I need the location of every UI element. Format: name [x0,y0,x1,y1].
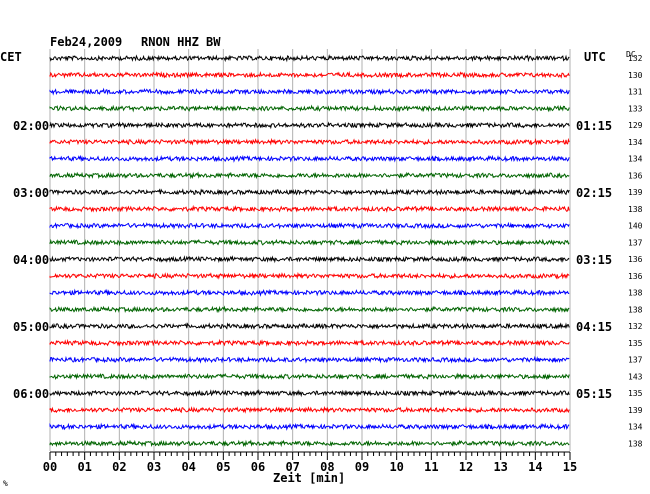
trace-row-16 [49,305,570,314]
dc-value: 143 [628,372,643,381]
dc-value: 136 [628,171,643,180]
dc-value: 132 [628,54,643,63]
x-tick-label: 12 [459,460,473,474]
x-tick-label: 14 [528,460,542,474]
dc-value: 131 [628,88,643,97]
dc-value: 138 [628,439,643,448]
x-axis-label: Zeit [min] [273,471,345,485]
utc-time-label: 05:15 [576,387,612,401]
utc-time-label: 03:15 [576,253,612,267]
trace-row-23 [49,422,570,431]
left-axis-label: CET [0,50,22,64]
dc-value: 135 [628,389,643,398]
trace-row-20 [49,372,570,381]
dc-value: 133 [628,104,643,113]
trace-row-6 [49,137,570,146]
dc-value: 138 [628,305,643,314]
x-tick-label: 05 [216,460,230,474]
x-tick-label: 11 [424,460,438,474]
trace-row-1 [49,54,570,63]
dc-value: 134 [628,138,643,147]
utc-time-label: 04:15 [576,320,612,334]
trace-row-8 [49,171,570,180]
dc-value: 130 [628,71,643,80]
x-tick-label: 13 [493,460,507,474]
trace-row-21 [49,389,570,398]
trace-row-17 [49,322,570,330]
dc-value: 136 [628,255,643,264]
x-tick-label: 02 [112,460,126,474]
dc-value: 137 [628,238,643,247]
trace-row-13 [49,255,570,264]
x-tick-label: 04 [181,460,195,474]
trace-row-14 [49,271,570,280]
right-axis-label: UTC [584,50,606,64]
trace-row-10 [49,204,570,214]
dc-value: 134 [628,155,643,164]
x-tick-label: 15 [563,460,577,474]
trace-row-24 [49,439,570,448]
dc-value: 134 [628,423,643,432]
trace-row-2 [49,70,570,79]
trace-row-12 [49,238,570,247]
cet-time-label: 05:00 [13,320,49,334]
dc-value: 132 [628,322,643,331]
trace-row-19 [49,355,570,364]
time-labels: 02:00 03:00 04:00 05:00 06:00 01:15 02:15 03:15… [13,119,612,401]
station-label: RNON HHZ BW [141,35,221,49]
dc-value: 138 [628,289,643,298]
utc-time-label: 02:15 [576,186,612,200]
dc-value: 138 [628,205,643,214]
x-tick-label: 10 [389,460,403,474]
corner-mark: % [3,479,8,488]
trace-row-7 [49,154,570,163]
x-tick-label: 03 [147,460,161,474]
dc-value: 137 [628,356,643,365]
chart-title: Feb24,2009 [50,35,122,49]
x-tick-label: 07 [285,460,299,474]
x-tick-label: 01 [77,460,91,474]
dc-value: 140 [628,222,643,231]
trace-group [49,54,570,448]
grid [49,49,571,451]
dc-value: 136 [628,272,643,281]
trace-row-5 [49,121,570,130]
dc-value: 129 [628,121,643,130]
trace-row-15 [49,288,570,297]
utc-time-label: 01:15 [576,119,612,133]
dc-value: 139 [628,188,643,197]
cet-time-label: 03:00 [13,186,49,200]
trace-row-11 [49,221,570,230]
trace-row-3 [49,87,570,96]
trace-row-9 [49,188,570,196]
x-tick-label: 06 [251,460,265,474]
x-tick-label: 08 [320,460,334,474]
dc-value: 135 [628,339,643,348]
trace-row-4 [49,104,570,113]
cet-time-label: 06:00 [13,387,49,401]
trace-row-22 [49,405,570,414]
x-tick-label: 00 [43,460,57,474]
x-axis: 00 01 02 03 04 05 06 07 08 09 10 11 12 13 14 15 [43,451,577,474]
cet-time-label: 02:00 [13,119,49,133]
cet-time-label: 04:00 [13,253,49,267]
x-tick-label: 09 [355,460,369,474]
dc-label: DC [626,50,636,59]
dc-value: 139 [628,406,643,415]
dc-values: 132 130 131 133 129 134 134 136 139 138 140 137 136 1… [628,54,643,448]
trace-row-18 [49,338,570,348]
